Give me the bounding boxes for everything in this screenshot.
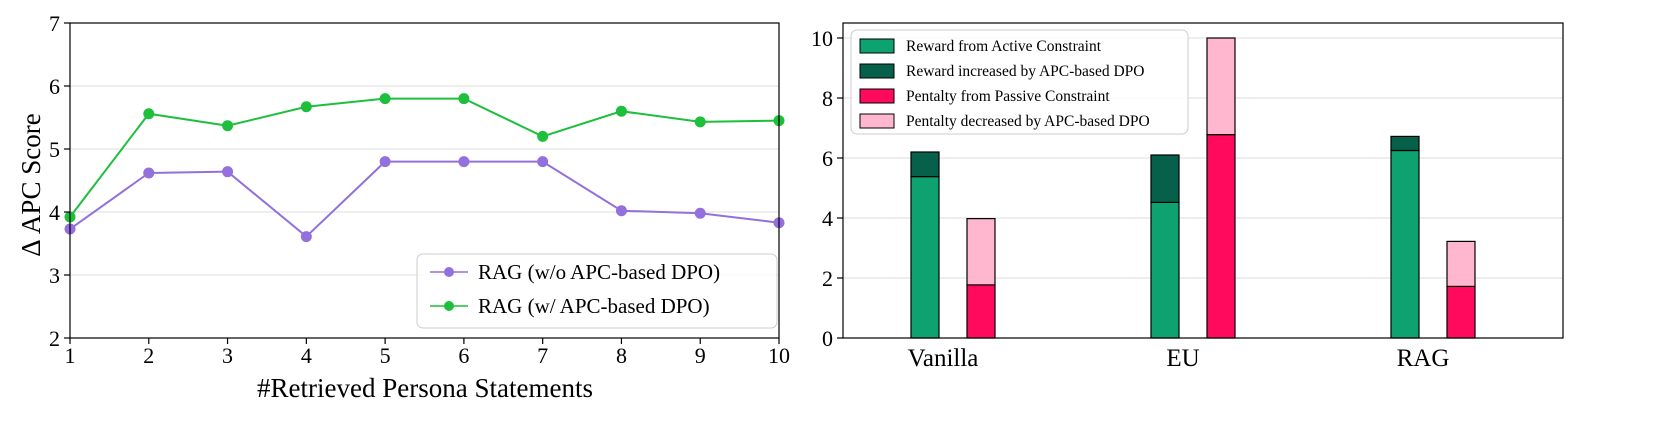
line-chart-x-tick-label: 8 <box>616 343 627 368</box>
data-point-rag-dpo <box>222 120 234 132</box>
stacked-bar-chart: Vanilla EU RAG 0 2 4 6 8 10 Reward from Active … <box>811 22 1564 372</box>
line-chart-legend: RAG (w/o APC-based DPO) RAG (w/ APC-base… <box>416 253 778 329</box>
bar-passive-rag <box>1446 285 1476 339</box>
line-chart-y-tick-label: 2 <box>49 326 60 351</box>
legend-label-rag-no-dpo: RAG (w/o APC-based DPO) <box>478 260 720 284</box>
data-point-rag-no-dpo <box>694 207 706 219</box>
legend-label-passive-decrease: Pentalty decreased by APC-based DPO <box>906 113 1150 130</box>
legend-marker-rag-dpo <box>444 301 454 311</box>
bar-passive-decrease-rag <box>1446 240 1476 287</box>
legend-swatch-passive-decrease <box>859 113 895 129</box>
data-point-rag-no-dpo <box>458 156 470 168</box>
bar-active-eu <box>1150 201 1180 339</box>
line-chart-x-tick-label: 2 <box>143 343 154 368</box>
line-chart-y-tick-label: 5 <box>49 137 60 162</box>
data-point-rag-no-dpo <box>615 205 627 217</box>
bar-chart-legend-box <box>850 29 1189 135</box>
data-point-rag-no-dpo <box>143 167 155 179</box>
legend-swatch-active <box>859 38 895 54</box>
data-point-rag-dpo <box>143 108 155 120</box>
bar-chart-x-ticks: Vanilla EU RAG <box>908 345 1450 372</box>
bar-chart-y-tick-label: 10 <box>811 26 833 51</box>
line-chart-x-tick-label: 10 <box>768 343 790 368</box>
data-point-rag-dpo <box>300 101 312 113</box>
data-point-rag-no-dpo <box>222 166 234 178</box>
line-chart-y-ticks: 2 3 4 5 6 7 <box>49 11 70 351</box>
bar-active-increase-rag <box>1390 135 1420 152</box>
bar-chart-y-tick-label: 0 <box>822 326 833 351</box>
line-chart-frame <box>69 22 780 339</box>
legend-label-active: Reward from Active Constraint <box>906 38 1102 55</box>
line-chart-series <box>64 93 785 243</box>
legend-swatch-passive <box>859 88 895 104</box>
line-chart-x-tick-label: 5 <box>380 343 391 368</box>
bar-passive-eu <box>1206 134 1236 339</box>
data-point-rag-no-dpo <box>300 231 312 243</box>
line-chart-y-tick-label: 6 <box>49 74 60 99</box>
line-chart-y-tick-label: 4 <box>49 200 60 225</box>
line-chart-x-ticks: 1 2 3 4 5 6 7 8 9 10 <box>65 338 790 368</box>
bar-chart-x-tick-label: EU <box>1166 345 1199 372</box>
bar-active-rag <box>1390 149 1420 339</box>
bar-chart-y-tick-label: 8 <box>822 86 833 111</box>
bar-chart-bars <box>910 37 1476 339</box>
bar-active-vanilla <box>910 176 940 339</box>
series-line-rag-dpo <box>69 97 780 218</box>
legend-marker-rag-no-dpo <box>444 267 454 277</box>
bar-chart-y-tick-label: 4 <box>822 206 833 231</box>
line-chart-y-axis-label: Δ APC Score <box>16 113 46 256</box>
line-chart-x-tick-label: 4 <box>301 343 312 368</box>
data-point-rag-dpo <box>537 130 549 142</box>
bar-chart-legend: Reward from Active Constraint Reward inc… <box>850 29 1189 135</box>
bar-chart-frame <box>842 22 1564 339</box>
data-point-rag-dpo <box>458 93 470 105</box>
bar-chart-x-tick-label: RAG <box>1397 345 1450 372</box>
legend-label-rag-dpo: RAG (w/ APC-based DPO) <box>478 294 710 318</box>
bar-passive-decrease-vanilla <box>966 218 996 286</box>
bar-passive-decrease-eu <box>1206 37 1236 136</box>
bar-chart-y-tick-label: 6 <box>822 146 833 171</box>
bar-chart-x-tick-label: Vanilla <box>908 345 979 372</box>
data-point-rag-dpo <box>694 116 706 128</box>
data-point-rag-no-dpo <box>537 156 549 168</box>
line-chart-x-tick-label: 9 <box>695 343 706 368</box>
bar-passive-vanilla <box>966 284 996 339</box>
data-point-rag-no-dpo <box>379 156 391 168</box>
line-chart-x-tick-label: 3 <box>222 343 233 368</box>
legend-label-passive: Pentalty from Passive Constraint <box>906 88 1110 105</box>
line-chart-x-tick-label: 1 <box>65 343 76 368</box>
line-chart-legend-box <box>416 253 778 329</box>
data-point-rag-dpo <box>615 105 627 117</box>
line-chart-x-axis-label: #Retrieved Persona Statements <box>257 373 593 403</box>
legend-label-active-increase: Reward increased by APC-based DPO <box>906 63 1144 80</box>
legend-swatch-active-increase <box>859 63 895 79</box>
bar-active-increase-vanilla <box>910 151 940 178</box>
line-chart-x-tick-label: 7 <box>537 343 548 368</box>
line-chart-y-tick-label: 7 <box>49 11 60 36</box>
bar-chart-y-tick-label: 2 <box>822 266 833 291</box>
bar-chart-y-ticks: 0 2 4 6 8 10 <box>811 26 843 351</box>
line-chart-y-tick-label: 3 <box>49 263 60 288</box>
series-line-rag-no-dpo <box>69 160 780 238</box>
bar-active-increase-eu <box>1150 154 1180 204</box>
line-chart-x-tick-label: 6 <box>458 343 469 368</box>
data-point-rag-dpo <box>379 93 391 105</box>
